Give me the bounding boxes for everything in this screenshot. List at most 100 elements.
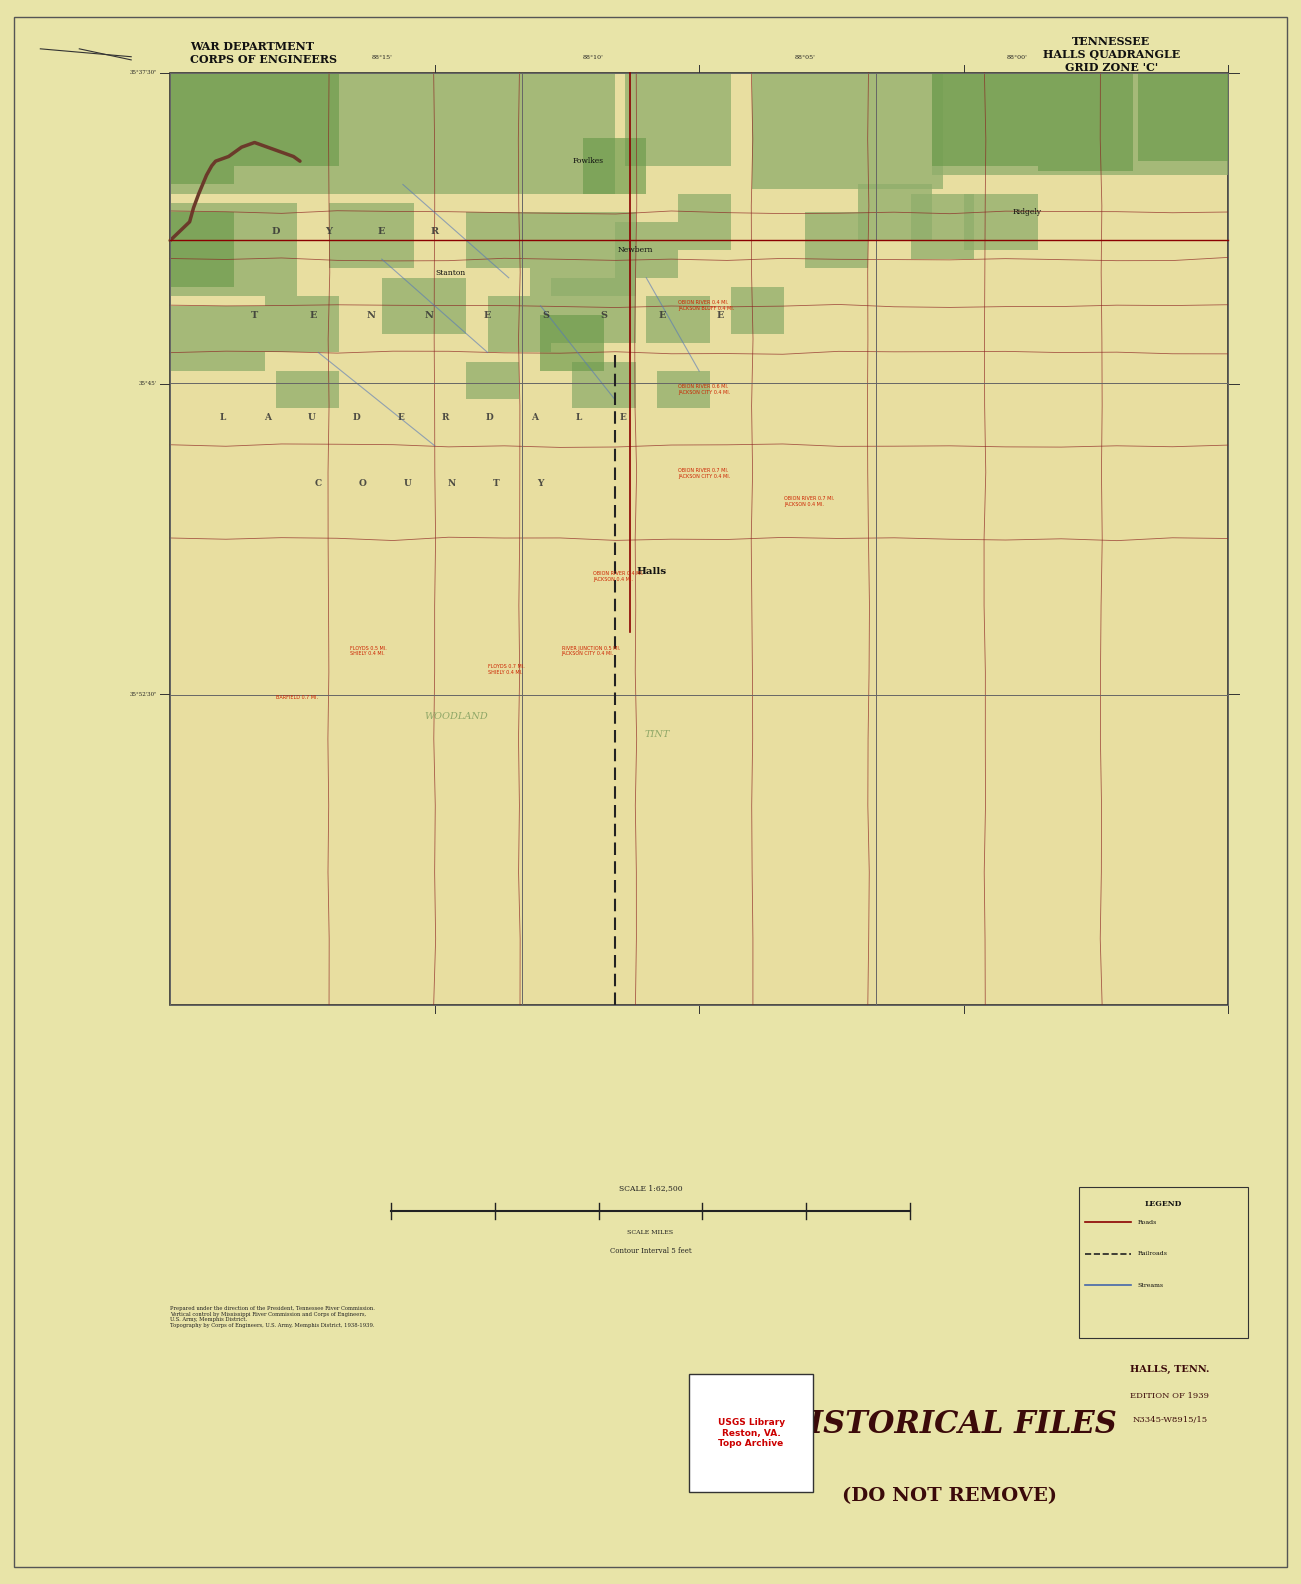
Text: D: D (272, 227, 280, 236)
Text: Prepared under the direction of the President, Tennessee River Commission.
Verti: Prepared under the direction of the Pres… (170, 1305, 375, 1329)
Text: 35°52'30": 35°52'30" (130, 692, 157, 697)
Bar (552, 277, 636, 344)
Bar (170, 73, 614, 193)
Bar (857, 184, 932, 241)
Text: FLOYDS 0.5 MI.
SHIELY 0.4 MI.: FLOYDS 0.5 MI. SHIELY 0.4 MI. (350, 646, 386, 656)
Text: E: E (717, 310, 725, 320)
Text: L: L (220, 413, 226, 423)
Text: Y: Y (537, 478, 544, 488)
Text: U: U (403, 478, 411, 488)
Bar (752, 73, 942, 188)
Text: 35°45': 35°45' (139, 382, 157, 386)
Text: E: E (484, 310, 492, 320)
Bar (932, 73, 1038, 166)
Text: D: D (485, 413, 493, 423)
Bar (572, 361, 636, 409)
Bar (530, 212, 636, 296)
Text: (DO NOT REMOVE): (DO NOT REMOVE) (842, 1487, 1056, 1505)
Text: RIVER JUNCTION 0.5 MI.
JACKSON CITY 0.4 MI.: RIVER JUNCTION 0.5 MI. JACKSON CITY 0.4 … (562, 646, 621, 656)
Text: 35°37'30": 35°37'30" (130, 70, 157, 74)
Text: HISTORICAL FILES: HISTORICAL FILES (781, 1410, 1118, 1440)
Text: Railroads: Railroads (1137, 1251, 1167, 1256)
Text: A: A (531, 413, 537, 423)
Text: N: N (367, 310, 376, 320)
Bar (170, 73, 1228, 1006)
Bar (276, 371, 340, 409)
Text: OBION RIVER 0.6 MI.
JACKSON CITY 0.4 MI.: OBION RIVER 0.6 MI. JACKSON CITY 0.4 MI. (678, 385, 730, 394)
Text: 88°05': 88°05' (795, 55, 816, 60)
Text: E: E (379, 227, 385, 236)
Bar (731, 287, 783, 334)
Bar (1138, 73, 1228, 162)
Text: E: E (310, 310, 316, 320)
Text: C: C (315, 478, 321, 488)
Text: Roads: Roads (1137, 1220, 1157, 1224)
Bar (381, 277, 467, 334)
Bar (234, 73, 340, 166)
Text: R: R (441, 413, 449, 423)
Bar (805, 212, 869, 268)
Text: N3345-W8915/15: N3345-W8915/15 (1132, 1416, 1207, 1424)
Bar (329, 203, 414, 268)
Text: SCALE 1:62,500: SCALE 1:62,500 (619, 1185, 682, 1193)
Bar (170, 203, 297, 296)
Text: U: U (308, 413, 316, 423)
Text: LEGEND: LEGEND (1145, 1201, 1183, 1209)
Text: N: N (425, 310, 433, 320)
Bar (647, 296, 710, 344)
Text: D: D (353, 413, 360, 423)
Text: E: E (397, 413, 405, 423)
Bar (467, 212, 530, 268)
Text: S: S (543, 310, 549, 320)
Bar (964, 193, 1038, 250)
Text: 88°15': 88°15' (371, 55, 392, 60)
Text: Newbern: Newbern (618, 246, 653, 253)
Text: USGS Library
Reston, VA.
Topo Archive: USGS Library Reston, VA. Topo Archive (718, 1418, 785, 1448)
Bar (583, 138, 647, 193)
Text: Ridgely: Ridgely (1012, 209, 1042, 217)
Text: WAR DEPARTMENT
CORPS OF ENGINEERS: WAR DEPARTMENT CORPS OF ENGINEERS (190, 41, 337, 65)
Bar (678, 193, 731, 250)
Text: Fowlkes: Fowlkes (572, 157, 604, 165)
Text: Y: Y (325, 227, 332, 236)
Bar (170, 212, 234, 287)
Text: BARFIELD 0.7 MI.: BARFIELD 0.7 MI. (276, 695, 317, 700)
Bar (540, 315, 604, 371)
Text: E: E (658, 310, 666, 320)
Text: N: N (448, 478, 455, 488)
Text: HALLS, TENN.: HALLS, TENN. (1131, 1365, 1210, 1373)
Text: S: S (601, 310, 608, 320)
Text: Streams: Streams (1137, 1283, 1163, 1288)
Bar (467, 361, 519, 399)
Bar (488, 296, 552, 352)
Text: R: R (431, 227, 438, 236)
Bar (265, 296, 340, 352)
Bar (170, 73, 234, 184)
Text: E: E (619, 413, 627, 423)
Bar (1038, 73, 1133, 171)
Text: OBION RIVER 0.4 MI.
JACKSON 0.4 MI.: OBION RIVER 0.4 MI. JACKSON 0.4 MI. (593, 570, 644, 581)
Text: O: O (359, 478, 367, 488)
Bar (657, 371, 710, 409)
Text: TENNESSEE
HALLS QUADRANGLE
GRID ZONE 'C': TENNESSEE HALLS QUADRANGLE GRID ZONE 'C' (1042, 36, 1180, 73)
Text: FLOYDS 0.7 MI.
SHIELY 0.4 MI.: FLOYDS 0.7 MI. SHIELY 0.4 MI. (488, 664, 524, 675)
Text: TINT: TINT (644, 730, 670, 740)
Text: Stanton: Stanton (436, 269, 466, 277)
Text: 88°00': 88°00' (1006, 55, 1026, 60)
Bar (624, 73, 731, 166)
Text: 88°10': 88°10' (583, 55, 604, 60)
Bar (170, 306, 265, 371)
Text: Halls: Halls (636, 567, 666, 577)
Text: Contour Interval 5 feet: Contour Interval 5 feet (610, 1247, 691, 1255)
Bar (614, 222, 678, 277)
Text: SCALE MILES: SCALE MILES (627, 1231, 674, 1236)
Text: OBION RIVER 0.7 MI.
JACKSON CITY 0.4 MI.: OBION RIVER 0.7 MI. JACKSON CITY 0.4 MI. (678, 469, 730, 478)
Text: T: T (493, 478, 500, 488)
FancyBboxPatch shape (690, 1373, 813, 1492)
Text: OBION RIVER 0.7 MI.
JACKSON 0.4 MI.: OBION RIVER 0.7 MI. JACKSON 0.4 MI. (783, 496, 834, 507)
Bar (932, 73, 1228, 176)
Bar (911, 193, 974, 260)
Text: T: T (251, 310, 259, 320)
Text: L: L (575, 413, 582, 423)
Text: A: A (264, 413, 271, 423)
